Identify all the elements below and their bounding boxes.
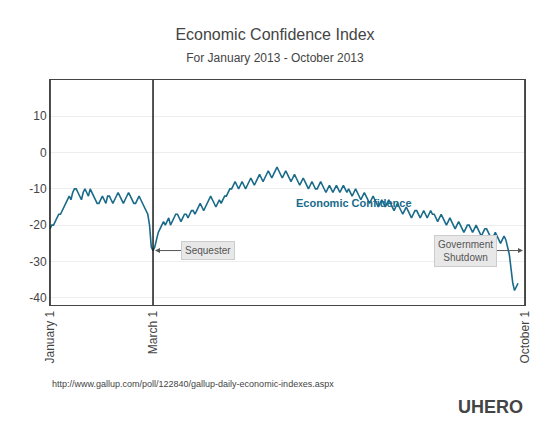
svg-text:UHERO: UHERO — [458, 397, 523, 417]
svg-text:October 1: October 1 — [518, 310, 532, 363]
svg-text:0: 0 — [40, 146, 47, 160]
svg-text:-20: -20 — [29, 218, 47, 232]
svg-text:For January 2013 - October 201: For January 2013 - October 2013 — [186, 51, 364, 65]
svg-text:March 1: March 1 — [146, 310, 160, 354]
svg-text:Economic Confidence: Economic Confidence — [296, 197, 412, 209]
svg-text:Sequester: Sequester — [185, 245, 231, 256]
svg-text:-10: -10 — [29, 182, 47, 196]
svg-text:Economic Confidence Index: Economic Confidence Index — [175, 26, 374, 43]
svg-text:January 1: January 1 — [43, 310, 57, 363]
svg-text:GovernmentShutdown: GovernmentShutdown — [438, 239, 493, 263]
svg-text:-40: -40 — [29, 291, 47, 305]
svg-text:http://www.gallup.com/poll/122: http://www.gallup.com/poll/122840/gallup… — [52, 379, 334, 389]
svg-text:10: 10 — [33, 109, 47, 123]
svg-text:-30: -30 — [29, 255, 47, 269]
